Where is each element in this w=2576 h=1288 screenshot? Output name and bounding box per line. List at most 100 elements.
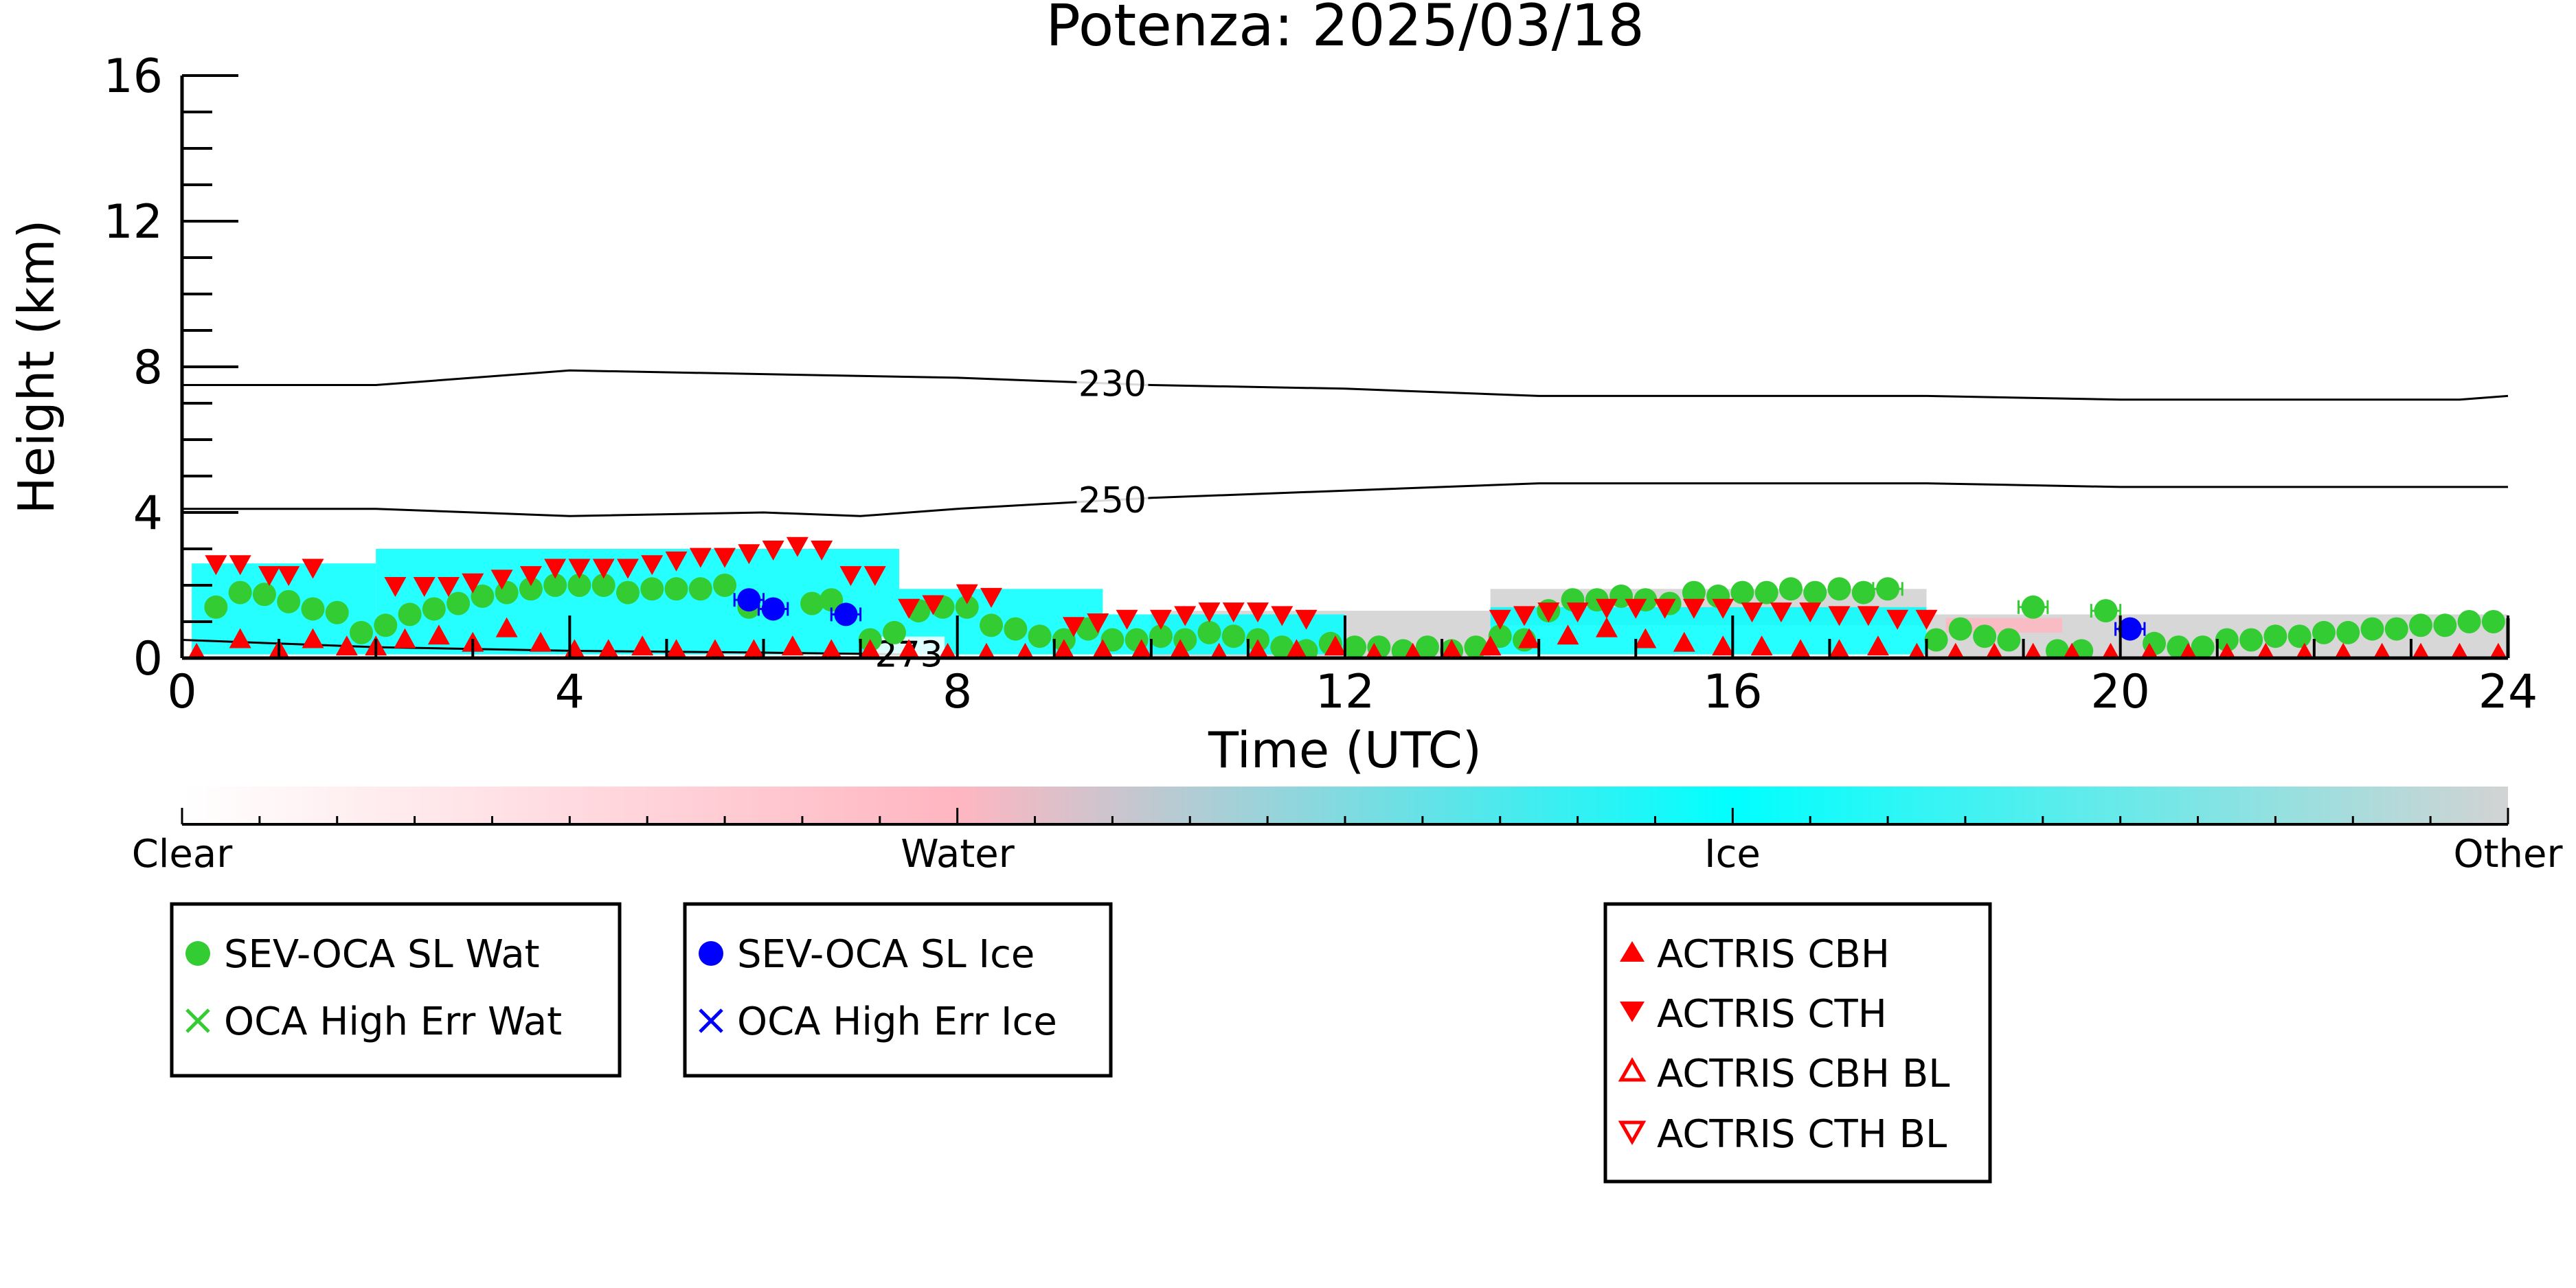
data-point [2409,613,2433,637]
y-tick-label: 4 [133,486,163,541]
data-point [2263,624,2287,648]
colorbar-label-ice: Ice [1704,832,1761,877]
data-point [1908,642,1925,658]
data-point [1324,635,1346,656]
contour-label-250: 250 [1078,480,1146,521]
data-point [1566,602,1589,623]
data-point [980,587,1003,608]
data-point [1673,631,1695,652]
data-point [978,642,995,658]
data-point [713,574,737,597]
data-point [471,584,495,608]
contour-label-230: 230 [1078,363,1146,405]
data-point [704,639,726,658]
y-tick-label: 0 [133,632,163,686]
data-point [374,613,398,637]
data-point [2239,628,2263,652]
data-point [1092,639,1114,658]
data-point [530,631,552,652]
cloud-mask-ice [1490,607,1927,655]
data-point [1131,639,1152,658]
data-point [1087,613,1109,633]
data-point [1712,598,1735,619]
data-point [302,558,324,579]
data-point [592,558,615,579]
data-point [1174,606,1197,626]
data-point [490,569,513,590]
x-tick-label: 24 [2478,665,2538,719]
x-tick-label: 16 [1703,665,1763,719]
data-point [437,577,460,597]
data-point [394,628,416,648]
x-tick-label: 4 [555,665,585,719]
data-point [955,595,979,619]
data-point [1634,628,1657,648]
data-point [2287,624,2312,648]
data-point [1876,577,1900,601]
contour-label-bg [1076,482,1149,518]
data-point [1682,580,1706,605]
data-point [568,558,591,579]
data-point [1653,598,1676,619]
legend-label: OCA High Err Wat [224,999,562,1044]
data-point [1595,598,1618,619]
data-point [898,598,920,619]
data-point [2102,642,2119,658]
y-tick-label: 8 [133,341,163,395]
data-point [1366,642,1383,658]
data-point [422,597,446,621]
data-point [188,642,205,658]
data-point [1210,642,1228,658]
data-point [786,536,809,557]
x-tick-label: 0 [167,665,196,719]
data-point [956,584,978,605]
data-point [640,577,664,601]
data-point [859,639,881,658]
legend-label: SEV-OCA SL Wat [224,932,540,977]
data-point [641,555,664,576]
data-point [1778,577,1803,601]
data-point [863,566,886,587]
data-point [1557,624,1579,645]
legend-marker-x [699,1008,723,1033]
data-point [258,566,280,587]
data-point [204,595,228,619]
data-point [1028,624,1052,648]
data-point [1886,609,1909,630]
legend-label: OCA High Err Ice [737,999,1057,1044]
cloud-mask-water [1945,618,2063,633]
legend-marker-triangle-down-open [1618,1120,1647,1146]
data-point [1247,639,1269,658]
data-point [2024,642,2042,658]
data-point [1198,602,1221,623]
data-point [2180,642,2197,658]
data-point [2457,610,2481,633]
data-point [1149,624,1173,648]
data-point [1518,628,1541,648]
data-point [413,577,436,597]
data-point [447,591,471,615]
data-point [738,544,760,565]
data-point [1537,602,1560,623]
data-point [277,589,301,613]
data-point [615,580,640,605]
y-tick-label: 16 [103,49,163,104]
data-point [495,580,519,605]
data-point [1286,639,1307,658]
data-point [616,558,639,579]
data-point [2094,599,2118,623]
data-point [325,600,349,624]
data-point [1829,639,1850,658]
data-point [1799,602,1822,623]
data-point [1247,602,1269,623]
data-point [1404,642,1422,658]
y-tick-label: 12 [103,195,163,249]
data-point [1754,580,1778,605]
data-point [1973,624,1997,648]
data-point [743,639,765,658]
data-point [1625,598,1647,619]
data-point [519,577,543,601]
colorbar-ticks [181,808,2509,824]
